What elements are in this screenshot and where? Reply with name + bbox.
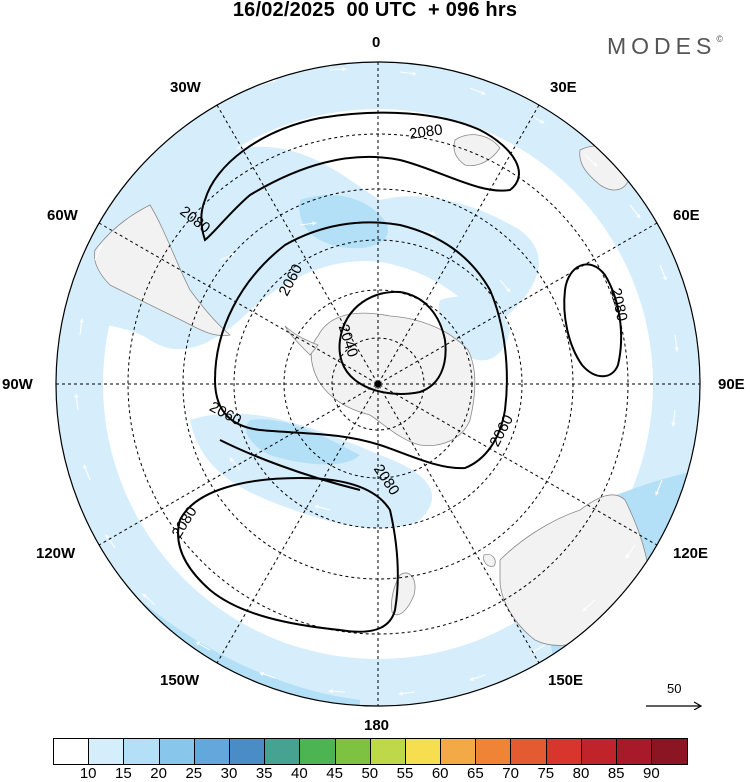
lon-label-120w: 120W [36,545,76,562]
colorbar-swatch [476,739,512,764]
contour-2080-pacific [177,476,399,633]
colorbar-swatch [405,739,442,764]
lon-label-180: 180 [364,717,390,734]
colorbar-tick-label: 65 [467,765,484,782]
lon-label-90w: 90W [2,376,33,393]
modes-brand-logo: MODES© [607,33,723,60]
lon-label-30e: 30E [550,79,577,96]
lon-label-60e: 60E [673,207,700,224]
colorbar-swatch [54,739,90,764]
colorbar-swatch [300,739,336,764]
lon-label-60w: 60W [47,207,78,224]
colorbar-tick-label: 10 [79,765,97,782]
contour-label: 2080 [607,287,631,323]
colorbar-tick-label: 75 [537,765,555,782]
contour-2060 [213,221,508,470]
colorbar-tick-label: 70 [502,765,519,782]
colorbar-tick-label: 40 [291,765,308,782]
colorbar-tick-label: 90 [643,765,660,782]
colorbar-tick-label: 55 [396,765,414,782]
contour-2080-indian [563,263,623,378]
colorbar-swatch [370,739,406,764]
colorbar-tick-label: 30 [220,765,238,782]
graticule [56,62,700,706]
colorbar-swatch [581,739,617,764]
colorbar-tick-label: 85 [607,765,625,782]
colorbar-swatch [265,739,301,764]
colorbar-swatch [511,739,547,764]
colorbar-swatch [159,739,195,764]
colorbar-tick-label: 25 [185,765,203,782]
colorbar-swatch [652,739,688,764]
lon-label-90e: 90E [718,376,745,393]
colorbar-swatch [194,739,230,764]
colorbar-swatch [335,739,371,764]
reference-vector-arrow-icon [646,701,703,710]
reference-vector-label: 50 [667,681,682,696]
colorbar-tick-label: 20 [150,765,167,782]
copyright-mark: © [716,34,723,44]
contour-2040 [338,290,447,395]
contour-2080-outer [219,439,361,491]
lon-label-150w: 150W [160,672,200,689]
colorbar-tick-label: 45 [326,765,343,782]
lon-label-150e: 150E [548,672,584,689]
antarctic-peninsula-landmass [284,325,319,356]
brand-text: MODES [607,33,717,59]
colorbar-tick-label: 35 [255,765,273,782]
lon-label-30w: 30W [170,79,201,96]
height-contours [177,111,623,633]
map-title: 16/02/2025 00 UTC + 096 hrs [232,0,518,21]
contour-label: 2080 [408,121,443,142]
colorbar-swatch [546,739,582,764]
africa-landmass [453,134,501,167]
colorbar [53,738,689,765]
south-america-landmass [93,204,231,337]
lon-label-0: 0 [372,34,381,51]
colorbar-tick-label: 80 [572,765,590,782]
colorbar-swatch [229,739,266,764]
tasmania-landmass [483,553,496,567]
colorbar-swatch [124,739,160,764]
colorbar-swatch [617,739,653,764]
pole-marker [374,380,382,388]
colorbar-tick-label: 15 [115,765,132,782]
contour-2080-atlantic [200,111,520,242]
colorbar-tick-label: 50 [361,765,379,782]
colorbar-swatch [441,739,477,764]
lon-label-120e: 120E [673,545,709,562]
colorbar-tick-label: 60 [431,765,449,782]
colorbar-swatch [89,739,125,764]
map-boundary [55,61,701,707]
